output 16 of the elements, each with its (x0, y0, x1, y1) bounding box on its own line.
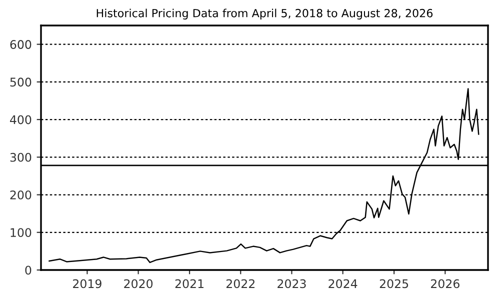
x-tick-label: 2023 (278, 279, 306, 288)
y-tick-label: 600 (10, 40, 32, 49)
y-tick-label: 0 (25, 266, 32, 275)
x-tick-label: 2022 (226, 279, 254, 288)
y-tick-label: 500 (10, 78, 32, 87)
x-tick-label: 2026 (431, 279, 460, 288)
y-tick-label: 300 (10, 152, 32, 162)
y-tick-label: 200 (10, 190, 32, 200)
y-tick-label: 100 (10, 228, 32, 238)
x-tick-label: 2025 (380, 279, 408, 288)
x-tick-label: 2020 (124, 279, 153, 288)
x-tick-label: 2024 (328, 279, 358, 288)
y-tick-label: 400 (10, 115, 32, 124)
x-tick-label: 2021 (175, 279, 204, 288)
x-tick-label: 2019 (73, 279, 102, 288)
chart-title: Historical Pricing Data from April 5, 2018 to August 28, 2026 (96, 8, 433, 20)
